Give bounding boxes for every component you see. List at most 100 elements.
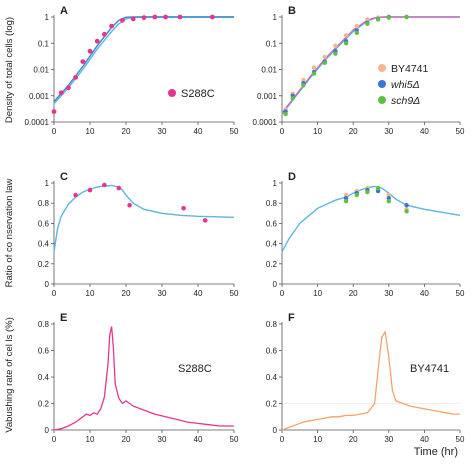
x-tick-label-a: 0 (52, 127, 57, 136)
data-point-d-1 (386, 192, 391, 198)
x-tick-label-f: 0 (280, 435, 285, 444)
panel-label-a: A (60, 5, 68, 17)
x-tick-label-c: 50 (230, 289, 239, 298)
data-point-b-3 (386, 15, 391, 20)
data-point-b-3 (333, 51, 338, 56)
x-tick-label-a: 50 (230, 127, 239, 136)
data-point-a (210, 14, 215, 20)
y-tick-label-d: 0.2 (266, 260, 278, 269)
data-point-d-3 (386, 199, 391, 204)
x-tick-label-a: 40 (194, 127, 203, 136)
x-tick-label-c: 20 (122, 289, 131, 298)
x-tick-label-e: 0 (52, 435, 57, 444)
data-point-d-3 (375, 185, 381, 191)
legend-label-b-2: whi5Δ (391, 79, 420, 91)
panel-label-e: E (60, 312, 67, 324)
x-tick-label-d: 40 (420, 289, 429, 298)
y-tick-label-a: 1 (45, 13, 50, 22)
data-point-a (141, 15, 147, 20)
y-tick-label-a: 0.001 (29, 92, 50, 101)
data-point-b-3 (375, 17, 381, 22)
x-tick-label-d: 30 (384, 289, 393, 298)
data-point-a (58, 90, 64, 96)
fit-curve-b (281, 16, 460, 115)
legend-label-b-3: sch9Δ (391, 95, 420, 107)
data-point-a (152, 14, 158, 20)
y-tick-label-f: 0 (273, 426, 278, 435)
x-tick-label-f: 30 (384, 435, 393, 444)
y-tick-label-c: 0.4 (38, 240, 50, 249)
legend-marker-b-1 (378, 64, 386, 72)
x-tick-label-c: 40 (194, 289, 203, 298)
y-tick-label-b: 0.001 (257, 92, 278, 101)
y-tick-label-d: 1 (273, 179, 278, 188)
y-tick-label-c: 0 (45, 280, 50, 289)
data-point-d-1 (343, 192, 349, 198)
data-point-a (177, 14, 183, 20)
data-point-d-3 (343, 199, 349, 204)
x-tick-label-f: 50 (456, 435, 465, 444)
y-tick-label-b: 1 (273, 13, 278, 22)
legend-marker-a (168, 89, 176, 97)
fit-curve-d (281, 185, 461, 253)
data-point-a (73, 75, 78, 80)
panel-label-d: D (288, 171, 296, 183)
y-tick-label-f: 0.4 (266, 373, 278, 382)
data-point-d-3 (365, 189, 370, 195)
data-point-a (102, 31, 107, 37)
x-tick-label-e: 20 (122, 435, 131, 444)
panel-label-b: B (288, 5, 296, 17)
y-tick-label-b: 0.0001 (253, 118, 278, 127)
data-point-b-1 (343, 33, 349, 38)
data-point-a (120, 17, 125, 23)
y-tick-label-e: 0.8 (38, 320, 50, 329)
data-point-b-3 (404, 14, 409, 20)
data-point-b-3 (311, 71, 317, 76)
data-point-b-3 (354, 30, 359, 35)
data-point-b-3 (301, 83, 306, 88)
x-tick-label-a: 10 (86, 127, 95, 136)
x-tick-label-f: 10 (313, 435, 322, 444)
y-tick-label-b: 0.01 (261, 66, 277, 75)
data-point-a (94, 38, 100, 44)
x-tick-label-d: 0 (280, 289, 285, 298)
y-tick-label-e: 0.6 (38, 347, 50, 356)
panel-label-f: F (288, 312, 295, 324)
y-axis-title-a: Density of total cells (log) (4, 17, 15, 123)
x-tick-label-f: 40 (420, 435, 429, 444)
y-tick-label-d: 0.4 (266, 240, 278, 249)
x-tick-label-f: 20 (349, 435, 358, 444)
y-axis-title-c: Ratio of co nservation law (4, 178, 15, 287)
series-line-f (281, 330, 460, 431)
x-tick-label-b: 30 (384, 127, 393, 136)
y-tick-label-d: 0 (273, 280, 278, 289)
data-point-d-3 (354, 192, 359, 198)
data-point-d-3 (404, 209, 409, 214)
y-tick-label-e: 0 (45, 426, 50, 435)
x-tick-label-b: 40 (420, 127, 429, 136)
data-point-b-1 (311, 65, 317, 70)
data-point-b-3 (290, 96, 295, 101)
x-tick-label-a: 20 (122, 127, 131, 136)
x-tick-label-d: 50 (456, 289, 465, 298)
x-tick-label-e: 50 (230, 435, 239, 444)
panel-label-c: C (60, 171, 68, 183)
data-point-a (87, 48, 93, 54)
x-tick-label-d: 20 (349, 289, 358, 298)
data-point-d-2 (404, 203, 409, 208)
data-point-b-3 (365, 21, 370, 26)
data-point-a (163, 14, 169, 20)
x-tick-label-a: 30 (158, 127, 167, 136)
fit-curve-c (53, 184, 235, 252)
y-tick-label-e: 0.4 (38, 373, 50, 382)
x-tick-label-b: 0 (280, 127, 285, 136)
x-tick-label-e: 10 (86, 435, 95, 444)
data-point-b-1 (333, 43, 338, 48)
data-point-c (181, 206, 186, 211)
series-line-e (53, 326, 234, 431)
data-point-b-3 (322, 60, 327, 65)
data-point-b-3 (343, 41, 349, 46)
data-point-b-1 (301, 77, 306, 83)
x-tick-label-c: 30 (158, 289, 167, 298)
annotation-e: S288C (178, 363, 212, 375)
